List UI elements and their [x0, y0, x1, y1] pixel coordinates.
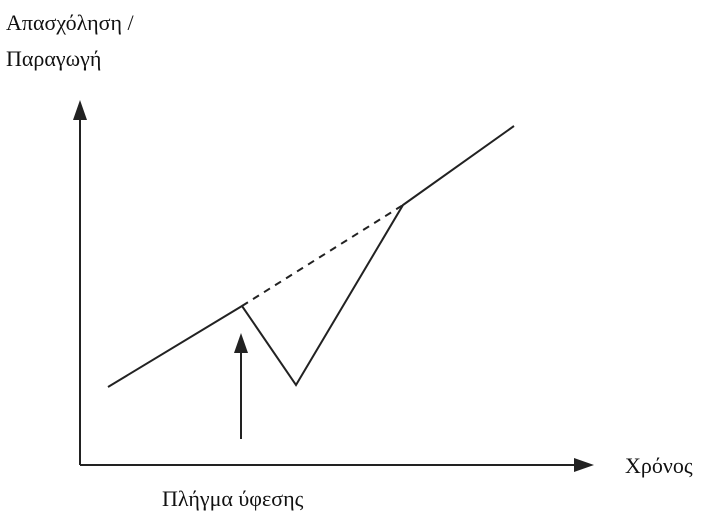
shock-arrowhead: [234, 333, 248, 353]
x-axis-label: Χρόνος: [625, 453, 693, 478]
x-axis-arrowhead: [574, 458, 594, 472]
y-axis-label: Παραγωγή: [6, 46, 101, 71]
y-axis-label: Απασχόληση /: [6, 10, 135, 35]
y-axis-arrowhead: [73, 100, 87, 120]
trend-line: [241, 204, 404, 307]
annotation: Πλήγμα ύφεσης: [162, 486, 304, 511]
output-path: [107, 125, 515, 388]
